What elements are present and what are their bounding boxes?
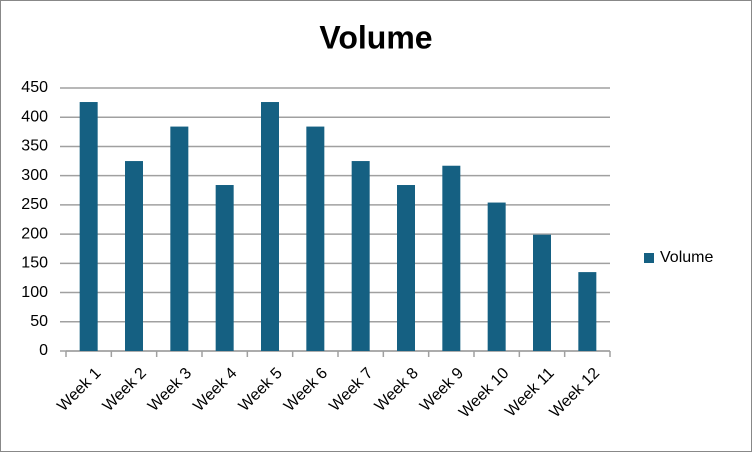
y-tick-label: 250 — [21, 196, 48, 213]
bar — [170, 126, 189, 351]
y-tick-label: 150 — [21, 255, 48, 272]
bar — [351, 161, 370, 351]
bar — [79, 102, 98, 351]
y-tick-label: 350 — [21, 138, 48, 155]
bar — [533, 234, 551, 351]
y-tick-label: 0 — [39, 342, 48, 359]
y-tick-label: 450 — [21, 79, 48, 96]
y-tick-label: 100 — [21, 284, 48, 301]
y-tick-label: 300 — [21, 167, 48, 184]
bar — [578, 272, 597, 351]
bar — [306, 126, 325, 351]
chart-title: Volume — [319, 19, 432, 55]
bar — [397, 185, 415, 351]
bar — [125, 161, 143, 351]
legend-label: Volume — [660, 249, 713, 266]
legend-swatch — [644, 253, 654, 263]
bar — [442, 165, 461, 351]
bar — [215, 185, 234, 351]
y-tick-label: 50 — [30, 313, 48, 330]
y-tick-label: 400 — [21, 108, 48, 125]
bar — [487, 202, 506, 351]
y-tick-label: 200 — [21, 225, 48, 242]
bar — [261, 102, 279, 351]
